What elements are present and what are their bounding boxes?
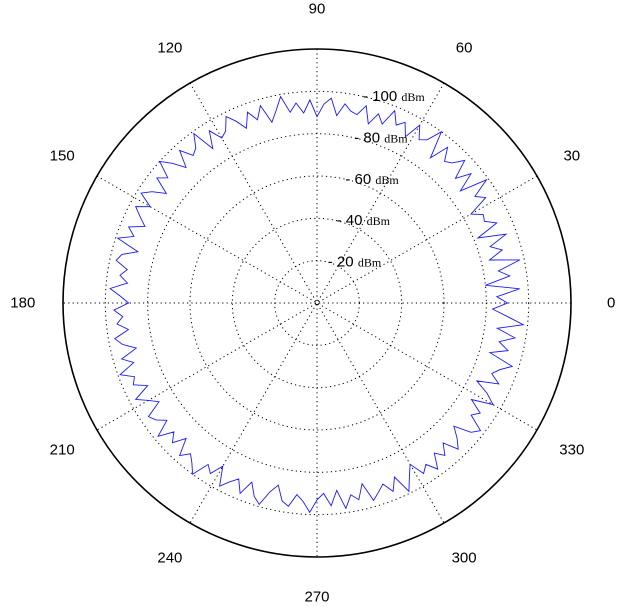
radial-label-80: - 80 dBm <box>354 129 408 146</box>
angle-label-300: 300 <box>452 549 477 566</box>
radial-label-40: - 40 dBm <box>337 212 391 229</box>
series-line-0 <box>109 95 525 514</box>
angle-label-210: 210 <box>50 442 75 459</box>
angle-label-0: 0 <box>607 295 615 312</box>
polar-grid <box>62 48 572 558</box>
axis-labels: 0 30 60 90 120 150 180 210 240 270 300 330 - 20 dBm -… <box>10 0 615 605</box>
ring-80 <box>147 133 487 473</box>
angle-label-30: 30 <box>563 147 580 164</box>
ring-40 <box>231 217 403 389</box>
angle-label-60: 60 <box>456 40 473 57</box>
spoke-30-210 <box>96 175 538 431</box>
angle-label-150: 150 <box>50 147 75 164</box>
angle-label-270: 270 <box>304 589 329 606</box>
angle-label-120: 120 <box>157 40 182 57</box>
radial-label-100: - 100 dBm <box>363 88 425 105</box>
ring-20 <box>274 260 360 346</box>
radial-label-60: - 60 dBm <box>345 171 399 188</box>
radial-label-20: - 20 dBm <box>328 254 382 271</box>
signal-series <box>109 95 525 514</box>
outer-ring <box>62 48 572 558</box>
angle-label-180: 180 <box>10 295 35 312</box>
ring-60 <box>189 175 445 431</box>
spoke-60-240 <box>189 82 445 524</box>
angle-label-240: 240 <box>157 549 182 566</box>
angle-label-90: 90 <box>309 0 326 17</box>
ring-100 <box>104 90 530 516</box>
angle-label-330: 330 <box>559 442 584 459</box>
